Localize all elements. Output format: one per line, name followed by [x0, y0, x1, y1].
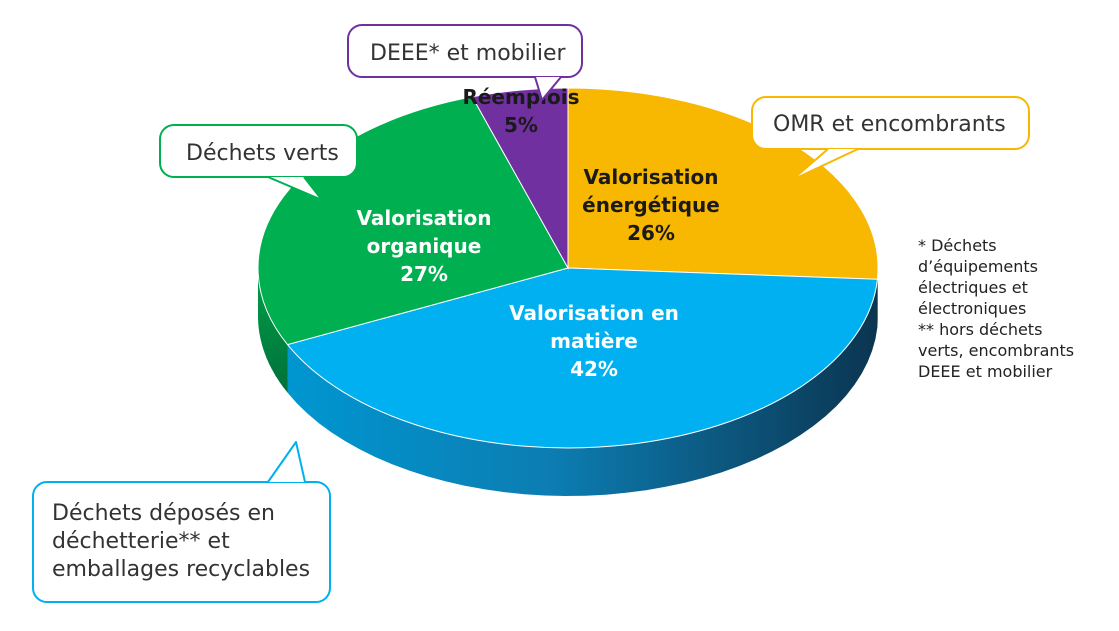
value-label: 27% [400, 262, 448, 286]
slice-label-reemplois: Réemplois 5% [462, 85, 579, 137]
label-line: matière [550, 329, 638, 353]
callout-omr-et-encombrants: OMR et encombrants [751, 96, 1030, 181]
label-line: Valorisation [584, 165, 719, 189]
side-valorisation-energetique [877, 268, 878, 328]
value-label: 26% [627, 221, 675, 245]
callout-tail [267, 441, 306, 483]
callout-text: Déchets verts [186, 141, 339, 166]
footnote-line: DEEE et mobilier [918, 362, 1053, 381]
label-line: énergétique [582, 193, 720, 217]
slice-reemplois [471, 87, 569, 270]
callout-text: OMR et encombrants [773, 112, 1006, 137]
slice-valorisation-en-matiere [286, 267, 878, 449]
callouts: DEEE* et mobilier OMR et encombrants Déche… [32, 24, 1030, 603]
callout-box [347, 24, 583, 78]
footnote: * Déchets d’équipements électriques et élec… [918, 236, 1074, 381]
callout-tail [534, 76, 562, 101]
callout-box [159, 124, 358, 178]
slice-label-valorisation-energetique: Valorisation énergétique 26% [582, 165, 720, 245]
slice-label-valorisation-organique: Valorisation organique 27% [357, 206, 492, 286]
callout-box [32, 481, 331, 603]
footnote-line: ** hors déchets [918, 320, 1042, 339]
callout-line: emballages recyclables [52, 557, 310, 582]
value-label: 5% [504, 113, 538, 137]
callout-line: Déchets déposés en [52, 501, 275, 526]
callout-tail-fill [268, 442, 305, 482]
callout-text: Déchets déposés en déchetterie** et emball… [52, 501, 310, 582]
side-valorisation-en-matiere [287, 279, 878, 496]
callout-deee-et-mobilier: DEEE* et mobilier [347, 24, 583, 101]
label-line: organique [367, 234, 482, 258]
footnote-line: électroniques [918, 299, 1026, 318]
slice-label-valorisation-en-matiere: Valorisation en matière 42% [509, 301, 679, 381]
callout-tail [267, 176, 323, 201]
footnote-line: verts, encombrants [918, 341, 1074, 360]
callout-tail [791, 148, 859, 181]
callout-text: DEEE* et mobilier [370, 41, 567, 66]
callout-dechets-verts: Déchets verts [159, 124, 358, 201]
callout-box [751, 96, 1030, 150]
footnote-line: * Déchets [918, 236, 997, 255]
callout-line: DEEE* et mobilier [370, 41, 567, 66]
label-line: Valorisation [357, 206, 492, 230]
label-line: Réemplois [462, 85, 579, 109]
footnote-line: électriques et [918, 278, 1028, 297]
value-label: 42% [570, 357, 618, 381]
footnote-line: d’équipements [918, 257, 1038, 276]
side-valorisation-organique [258, 268, 288, 393]
label-line: Valorisation en [509, 301, 679, 325]
callout-dechets-deposes-en-dechetterie-et-emballages-recyclables: Déchets déposés en déchetterie** et emball… [32, 441, 331, 603]
slice-labels: Valorisation énergétique 26% Valorisation e… [357, 85, 720, 381]
pie-side-wall [258, 268, 878, 496]
callout-line: OMR et encombrants [773, 112, 1006, 137]
callout-line: déchetterie** et [52, 529, 230, 554]
footnote-text: * Déchets d’équipements électriques et élec… [918, 236, 1074, 381]
callout-tail-fill [535, 77, 561, 100]
callout-line: Déchets verts [186, 141, 339, 166]
